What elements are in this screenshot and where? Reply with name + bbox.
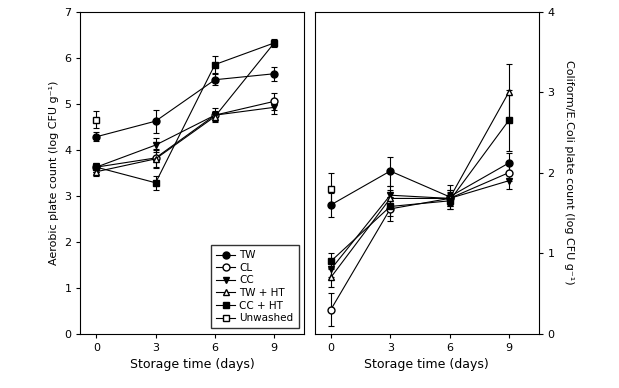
X-axis label: Storage time (days): Storage time (days) — [365, 358, 489, 371]
Y-axis label: Coliform/E.Coli plate count (log CFU g⁻¹): Coliform/E.Coli plate count (log CFU g⁻¹… — [564, 61, 574, 285]
Legend: TW, CL, CC, TW + HT, CC + HT, Unwashed: TW, CL, CC, TW + HT, CC + HT, Unwashed — [211, 245, 299, 329]
Y-axis label: Aerobic plate count (log CFU g⁻¹): Aerobic plate count (log CFU g⁻¹) — [49, 80, 59, 265]
X-axis label: Storage time (days): Storage time (days) — [130, 358, 254, 371]
